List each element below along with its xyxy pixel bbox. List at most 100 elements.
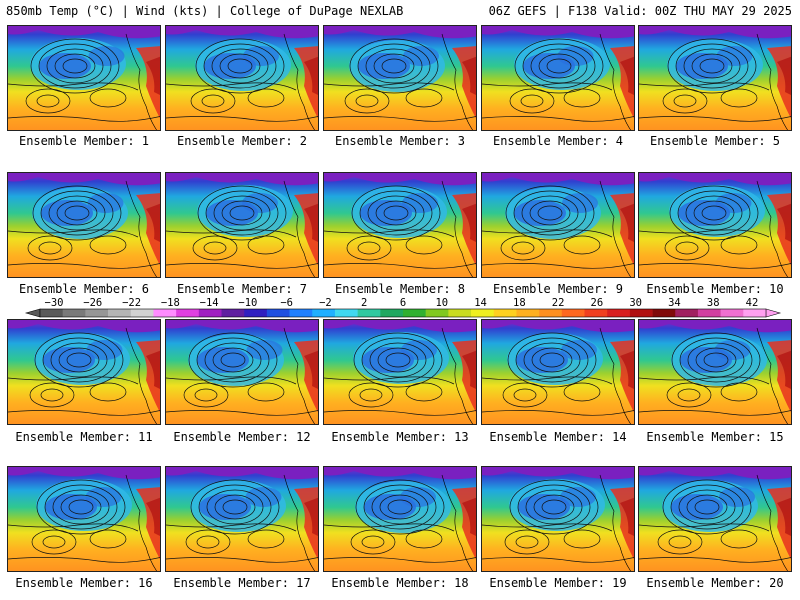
ensemble-map-panel <box>165 466 319 572</box>
ensemble-member-label: Ensemble Member: 6 <box>18 282 150 296</box>
ensemble-map-panel <box>638 25 792 131</box>
colorbar-tick-label: 14 <box>474 297 487 309</box>
temperature-map <box>639 467 791 571</box>
colorbar-tick-label: 2 <box>361 297 367 309</box>
colorbar-swatch <box>584 309 608 317</box>
header-title-right: 06Z GEFS | F138 Valid: 00Z THU MAY 29 20… <box>488 4 792 18</box>
colorbar-swatch <box>448 309 472 317</box>
temperature-map <box>324 467 476 571</box>
colorbar-arrow-low <box>24 308 41 318</box>
ensemble-member-label: Ensemble Member: 14 <box>489 430 627 444</box>
colorbar-swatch <box>720 309 744 317</box>
ensemble-member-label: Ensemble Member: 20 <box>646 576 784 590</box>
temperature-map <box>8 320 160 424</box>
colorbar-tick-label: 26 <box>591 297 604 309</box>
ensemble-map-panel <box>7 319 161 425</box>
ensemble-map-panel <box>481 25 635 131</box>
colorbar-tick-label: 22 <box>552 297 565 309</box>
colorbar-swatch <box>471 309 495 317</box>
colorbar-tick-label: −6 <box>280 297 293 309</box>
colorbar-tick-label: −18 <box>161 297 180 309</box>
ensemble-map-panel <box>7 466 161 572</box>
colorbar-swatch <box>244 309 268 317</box>
colorbar-swatch <box>743 309 767 317</box>
temperature-map <box>639 173 791 277</box>
ensemble-map-panel <box>481 172 635 278</box>
temperature-map <box>8 26 160 130</box>
ensemble-map-panel <box>481 466 635 572</box>
ensemble-map-panel <box>323 466 477 572</box>
colorbar-swatch <box>357 309 381 317</box>
colorbar-tick-label: 42 <box>746 297 759 309</box>
temperature-map <box>482 320 634 424</box>
temperature-map <box>166 467 318 571</box>
colorbar-swatch <box>675 309 699 317</box>
colorbar-swatch <box>108 309 132 317</box>
temperature-map <box>8 467 160 571</box>
ensemble-member-label: Ensemble Member: 10 <box>646 282 784 296</box>
colorbar-swatch <box>334 309 358 317</box>
ensemble-member-label: Ensemble Member: 1 <box>18 134 150 148</box>
ensemble-member-label: Ensemble Member: 5 <box>649 134 781 148</box>
colorbar-tick-label: −2 <box>319 297 332 309</box>
temperature-colorbar: −30 −26 −22 −18 −14 −10 −6 −2 2 6 10 14 18 22 26 30 34 38… <box>24 297 782 318</box>
colorbar-swatch <box>176 309 200 317</box>
temperature-map <box>324 173 476 277</box>
colorbar-swatch <box>539 309 563 317</box>
temperature-map <box>639 320 791 424</box>
colorbar-tick-label: −30 <box>45 297 64 309</box>
ensemble-member-label: Ensemble Member: 17 <box>173 576 311 590</box>
colorbar-tick-label: −22 <box>122 297 141 309</box>
ensemble-map-panel <box>323 25 477 131</box>
temperature-map <box>639 26 791 130</box>
ensemble-member-label: Ensemble Member: 9 <box>492 282 624 296</box>
colorbar-tick-label: 18 <box>513 297 526 309</box>
colorbar-swatch <box>85 309 109 317</box>
ensemble-map-panel <box>165 319 319 425</box>
ensemble-map-panel <box>165 172 319 278</box>
colorbar-swatch <box>198 309 222 317</box>
colorbar-swatch <box>652 309 676 317</box>
temperature-map <box>482 26 634 130</box>
ensemble-member-label: Ensemble Member: 12 <box>173 430 311 444</box>
ensemble-map-panel <box>323 319 477 425</box>
colorbar-swatch <box>425 309 449 317</box>
colorbar-swatch <box>493 309 517 317</box>
temperature-map <box>324 26 476 130</box>
colorbar-swatch <box>289 309 313 317</box>
temperature-map <box>166 320 318 424</box>
temperature-map <box>8 173 160 277</box>
colorbar-swatch <box>312 309 336 317</box>
colorbar-tick-label: 30 <box>629 297 642 309</box>
ensemble-member-label: Ensemble Member: 8 <box>334 282 466 296</box>
colorbar-tick-label: 34 <box>668 297 681 309</box>
colorbar-tick-label: 38 <box>707 297 720 309</box>
ensemble-member-label: Ensemble Member: 2 <box>176 134 308 148</box>
ensemble-member-label: Ensemble Member: 7 <box>176 282 308 296</box>
colorbar-swatch <box>607 309 631 317</box>
ensemble-member-label: Ensemble Member: 11 <box>15 430 153 444</box>
ensemble-member-label: Ensemble Member: 18 <box>331 576 469 590</box>
temperature-map <box>482 467 634 571</box>
colorbar-tick-label: −10 <box>238 297 257 309</box>
colorbar-swatch <box>380 309 404 317</box>
colorbar-swatch <box>403 309 426 317</box>
temperature-map <box>166 26 318 130</box>
ensemble-member-label: Ensemble Member: 16 <box>15 576 153 590</box>
ensemble-member-label: Ensemble Member: 19 <box>489 576 627 590</box>
ensemble-map-panel <box>7 172 161 278</box>
colorbar-tick-label: 6 <box>400 297 406 309</box>
colorbar-swatch <box>697 309 721 317</box>
ensemble-map-panel <box>638 466 792 572</box>
temperature-map <box>482 173 634 277</box>
ensemble-member-label: Ensemble Member: 3 <box>334 134 466 148</box>
ensemble-member-label: Ensemble Member: 4 <box>492 134 624 148</box>
ensemble-member-label: Ensemble Member: 15 <box>646 430 784 444</box>
colorbar-swatch <box>561 309 585 317</box>
colorbar-arrow-high <box>765 308 782 318</box>
header-title-left: 850mb Temp (°C) | Wind (kts) | College o… <box>6 4 404 18</box>
colorbar-swatch <box>629 309 653 317</box>
colorbar-swatch <box>62 309 86 317</box>
colorbar-swatch <box>221 309 245 317</box>
temperature-map <box>324 320 476 424</box>
